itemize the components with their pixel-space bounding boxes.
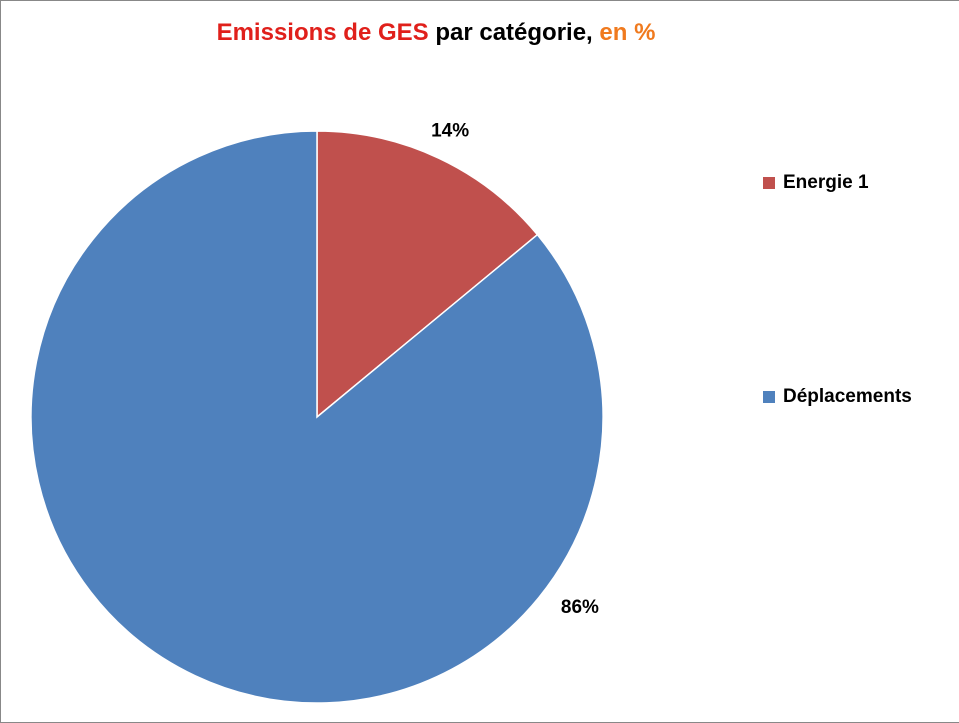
chart-title: Emissions de GES par catégorie, en %: [217, 19, 656, 46]
title-part: Emissions de GES: [217, 19, 429, 46]
title-part: par catégorie,: [435, 19, 592, 46]
legend-label: Déplacements: [783, 386, 912, 407]
title-part: en %: [599, 19, 655, 46]
legend-label: Energie 1: [783, 172, 869, 193]
data-label: 86%: [561, 597, 599, 618]
legend-swatch: [763, 391, 775, 403]
data-label: 14%: [431, 121, 469, 142]
legend-swatch: [763, 177, 775, 189]
pie-slice: [316, 130, 539, 419]
pie-slice: [30, 130, 604, 704]
